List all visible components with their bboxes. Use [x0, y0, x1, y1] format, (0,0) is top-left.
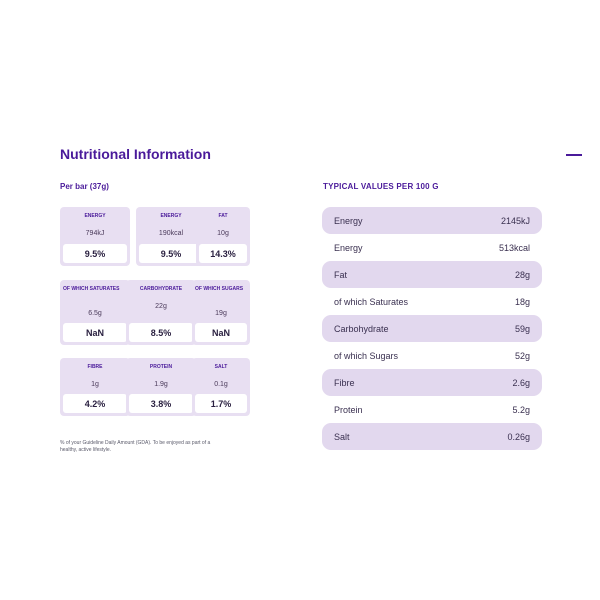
row-value: 5.2g	[512, 404, 530, 415]
table-row: Carbohydrate 59g	[322, 315, 542, 342]
gda-tile-saturates: OF WHICH SATURATES 6.5g NaN	[60, 280, 130, 345]
table-row: Fibre 2.6g	[322, 369, 542, 396]
row-value: 59g	[514, 323, 530, 334]
collapse-minus-icon[interactable]	[566, 154, 582, 156]
gda-tile-carbohydrate: CARBOHYDRATE 22g 8.5%	[126, 280, 196, 345]
gda-tile-energy-kcal: ENERGY 190kcal 9.5%	[136, 207, 206, 266]
row-label: of which Saturates	[334, 296, 409, 307]
row-label: Fibre	[334, 377, 355, 388]
gda-tile-sugars: OF WHICH SUGARS 19g NaN	[192, 280, 250, 345]
tile-percent: NaN	[63, 323, 127, 342]
tile-percent: 4.2%	[63, 394, 127, 413]
tile-percent: 1.7%	[195, 394, 247, 413]
tile-percent: 8.5%	[129, 323, 193, 342]
table-row: Protein 5.2g	[322, 396, 542, 423]
tile-amount: 1.9g	[154, 381, 168, 388]
tile-label: CARBOHYDRATE	[139, 286, 183, 292]
tile-amount: 794kJ	[85, 230, 105, 237]
table-row: Energy 2145kJ	[322, 207, 542, 234]
tile-amount: 19g	[215, 310, 227, 317]
row-label: Carbohydrate	[334, 323, 389, 334]
tile-amount: 6.5g	[88, 310, 102, 317]
row-label: Energy	[334, 215, 363, 226]
gda-footnote: % of your Guideline Daily Amount (GDA). …	[60, 440, 211, 453]
table-row: Fat 28g	[322, 261, 542, 288]
row-label: Energy	[334, 242, 363, 253]
tile-percent: 9.5%	[139, 244, 203, 263]
row-value: 0.26g	[507, 431, 530, 442]
per-bar-heading: Per bar (37g)	[60, 182, 109, 191]
typical-values-heading: TYPICAL VALUES PER 100 G	[323, 182, 439, 191]
tile-percent: NaN	[195, 323, 247, 342]
tile-amount: 10g	[217, 230, 229, 237]
section-title: Nutritional Information	[60, 146, 211, 162]
typical-values-table: Energy 2145kJ Energy 513kcal Fat 28g of …	[322, 207, 542, 450]
tile-label: OF WHICH SATURATES	[63, 286, 120, 292]
tile-label: ENERGY	[160, 213, 182, 219]
row-value: 2.6g	[512, 377, 530, 388]
gda-tile-fat: FAT 10g 14.3%	[196, 207, 250, 266]
tile-percent: 14.3%	[199, 244, 247, 263]
row-value: 2145kJ	[500, 215, 530, 226]
gda-tile-protein: PROTEIN 1.9g 3.8%	[126, 358, 196, 416]
row-label: Fat	[334, 269, 348, 280]
gda-tile-energy-kj: ENERGY 794kJ 9.5%	[60, 207, 130, 266]
table-row: Salt 0.26g	[322, 423, 542, 450]
tile-amount: 22g	[155, 303, 167, 310]
tile-label: FAT	[218, 213, 228, 219]
table-row: of which Saturates 18g	[322, 288, 542, 315]
table-row: of which Sugars 52g	[322, 342, 542, 369]
tile-label: OF WHICH SUGARS	[195, 286, 244, 292]
row-label: of which Sugars	[334, 350, 399, 361]
row-value: 513kcal	[498, 242, 530, 253]
row-label: Salt	[334, 431, 350, 442]
tile-label: PROTEIN	[149, 364, 173, 370]
gda-tile-salt: SALT 0.1g 1.7%	[192, 358, 250, 416]
row-value: 18g	[514, 296, 530, 307]
row-label: Protein	[334, 404, 363, 415]
tile-amount: 190kcal	[158, 230, 184, 237]
gda-tile-fibre: FIBRE 1g 4.2%	[60, 358, 130, 416]
table-row: Energy 513kcal	[322, 234, 542, 261]
row-value: 52g	[514, 350, 530, 361]
tile-label: FIBRE	[87, 364, 103, 370]
tile-label: SALT	[214, 364, 228, 370]
tile-label: ENERGY	[84, 213, 106, 219]
tile-percent: 3.8%	[129, 394, 193, 413]
tile-amount: 1g	[91, 381, 99, 388]
row-value: 28g	[514, 269, 530, 280]
tile-amount: 0.1g	[214, 381, 228, 388]
tile-percent: 9.5%	[63, 244, 127, 263]
